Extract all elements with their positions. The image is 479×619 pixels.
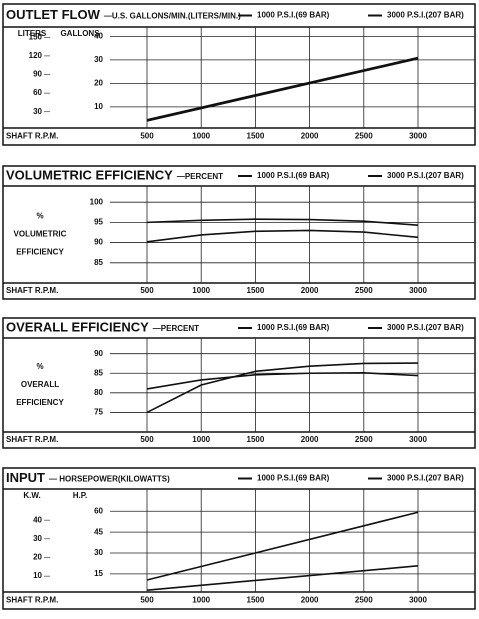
x-tick-label: 2500	[355, 435, 373, 444]
chart-subtitle: — HORSEPOWER(KILOWATTS)	[49, 475, 170, 484]
x-tick-label: 2500	[355, 286, 373, 295]
x-axis-label: SHAFT R.P.M.	[6, 286, 58, 295]
x-axis-label: SHAFT R.P.M.	[6, 596, 58, 605]
legend-label: 1000 P.S.I.(69 BAR)	[257, 171, 330, 180]
y2-axis-label: K.W.	[23, 491, 40, 500]
y-tick-label: 30	[94, 55, 103, 64]
x-axis-label: SHAFT R.P.M.	[6, 132, 58, 141]
legend-label: 1000 P.S.I.(69 BAR)	[257, 11, 330, 20]
legend-label: 1000 P.S.I.(69 BAR)	[257, 474, 330, 483]
x-tick-label: 1500	[247, 596, 265, 605]
x-tick-label: 1000	[192, 132, 210, 141]
legend-label: 3000 P.S.I.(207 BAR)	[387, 171, 464, 180]
y-tick-label: 15	[94, 569, 103, 578]
x-tick-label: 1500	[247, 132, 265, 141]
y2-tick-label: 30	[33, 107, 42, 116]
y-axis-label: %	[36, 362, 43, 371]
series-line	[146, 56, 419, 121]
y-tick-label: 75	[94, 408, 103, 417]
y2-tick-label: 40	[33, 515, 42, 524]
series-line	[146, 565, 419, 591]
series-line	[146, 362, 419, 414]
chart-title: INPUT	[6, 470, 45, 485]
x-tick-label: 3000	[409, 286, 427, 295]
chart-title: OUTLET FLOW	[6, 7, 101, 22]
y2-tick-label: 150	[29, 32, 43, 41]
panel-frame	[2, 467, 476, 610]
y-tick-label: 95	[94, 217, 103, 226]
x-tick-label: 500	[140, 435, 154, 444]
chart-subtitle: —PERCENT	[177, 172, 223, 181]
y-tick-label: 10	[94, 102, 103, 111]
x-tick-label: 2000	[301, 435, 319, 444]
y-tick-label: 20	[94, 78, 103, 87]
x-tick-label: 500	[140, 286, 154, 295]
panel-frame	[2, 3, 476, 146]
chart-subtitle: —U.S. GALLONS/MIN.(LITERS/MIN.)	[104, 12, 241, 21]
y-tick-label: 85	[94, 258, 103, 267]
x-tick-label: 2500	[355, 596, 373, 605]
series-line	[146, 511, 419, 581]
y2-tick-label: 90	[33, 70, 42, 79]
y-axis-label: GALLONS	[60, 29, 100, 38]
panel-frame	[2, 165, 476, 300]
legend-label: 1000 P.S.I.(69 BAR)	[257, 323, 330, 332]
x-tick-label: 2000	[301, 286, 319, 295]
y-axis-label: EFFICIENCY	[16, 248, 64, 257]
chart-title: OVERALL EFFICIENCY	[6, 319, 149, 334]
legend-label: 3000 P.S.I.(207 BAR)	[387, 323, 464, 332]
x-tick-label: 500	[140, 596, 154, 605]
y-axis-label: H.P.	[73, 491, 88, 500]
x-tick-label: 1500	[247, 286, 265, 295]
chart-title: VOLUMETRIC EFFICIENCY	[6, 167, 173, 182]
y2-tick-label: 20	[33, 553, 42, 562]
y-axis-label: VOLUMETRIC	[14, 230, 67, 239]
series-line	[146, 57, 419, 122]
x-tick-label: 500	[140, 132, 154, 141]
y-tick-label: 45	[94, 527, 103, 536]
y2-tick-label: 10	[33, 571, 42, 580]
y-axis-label: EFFICIENCY	[16, 398, 64, 407]
x-tick-label: 1000	[192, 286, 210, 295]
chart-subtitle: —PERCENT	[153, 324, 199, 333]
y-axis-label: OVERALL	[21, 380, 59, 389]
y-tick-label: 90	[94, 349, 103, 358]
y2-axis-label: LITERS	[18, 29, 47, 38]
x-tick-label: 1000	[192, 596, 210, 605]
series-line	[146, 229, 419, 243]
y-tick-label: 85	[94, 368, 103, 377]
x-axis-label: SHAFT R.P.M.	[6, 435, 58, 444]
panel-frame	[2, 317, 476, 449]
x-tick-label: 3000	[409, 435, 427, 444]
x-tick-label: 1000	[192, 435, 210, 444]
y-tick-label: 90	[94, 238, 103, 247]
legend-label: 3000 P.S.I.(207 BAR)	[387, 11, 464, 20]
y-tick-label: 40	[94, 32, 103, 41]
x-tick-label: 3000	[409, 132, 427, 141]
y-tick-label: 100	[90, 197, 104, 206]
x-tick-label: 2500	[355, 132, 373, 141]
y-tick-label: 30	[94, 548, 103, 557]
y-axis-label: %	[36, 212, 43, 221]
y-tick-label: 60	[94, 506, 103, 515]
x-tick-label: 2000	[301, 132, 319, 141]
x-tick-label: 3000	[409, 596, 427, 605]
y2-tick-label: 60	[33, 88, 42, 97]
y-tick-label: 80	[94, 388, 103, 397]
series-line	[146, 372, 419, 390]
x-tick-label: 2000	[301, 596, 319, 605]
x-tick-label: 1500	[247, 435, 265, 444]
y2-tick-label: 30	[33, 534, 42, 543]
series-line	[146, 218, 419, 227]
y2-tick-label: 120	[29, 51, 43, 60]
legend-label: 3000 P.S.I.(207 BAR)	[387, 474, 464, 483]
